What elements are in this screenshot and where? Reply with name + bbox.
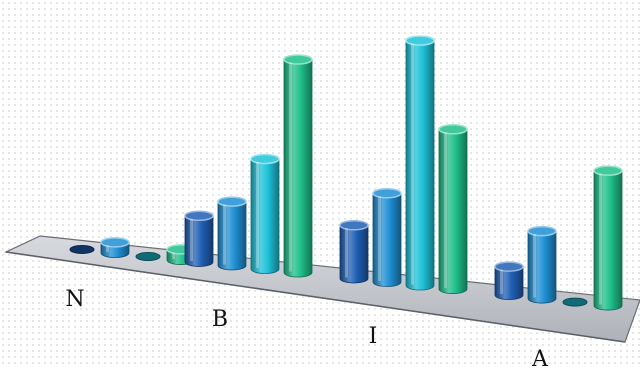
- chart-bars: [69, 35, 623, 311]
- bar-I-series-2: [372, 188, 402, 287]
- bar-A-series-2: [527, 225, 557, 304]
- bar-A-series-3: [562, 297, 588, 307]
- bar-N-series-3: [135, 252, 161, 262]
- bar-B-series-2: [217, 196, 247, 271]
- x-axis-ticks: N B I A: [65, 287, 549, 368]
- floor-front-edge: [5, 251, 626, 343]
- bar-B-series-4: [283, 54, 313, 278]
- bar-I-series-3: [405, 35, 435, 291]
- x-tick-A: A: [531, 347, 549, 368]
- bar-I-series-1: [339, 219, 369, 284]
- bar-N-series-2: [100, 237, 130, 258]
- x-tick-I: I: [369, 324, 378, 349]
- x-tick-B: B: [212, 307, 228, 332]
- bar-I-series-4: [438, 124, 468, 294]
- bar-N-series-1: [69, 244, 95, 254]
- bar-B-series-1: [184, 210, 214, 267]
- x-tick-N: N: [65, 287, 84, 312]
- bar-A-series-1: [494, 261, 524, 300]
- bar-B-series-3: [250, 153, 280, 274]
- bar-A-series-4: [593, 165, 623, 311]
